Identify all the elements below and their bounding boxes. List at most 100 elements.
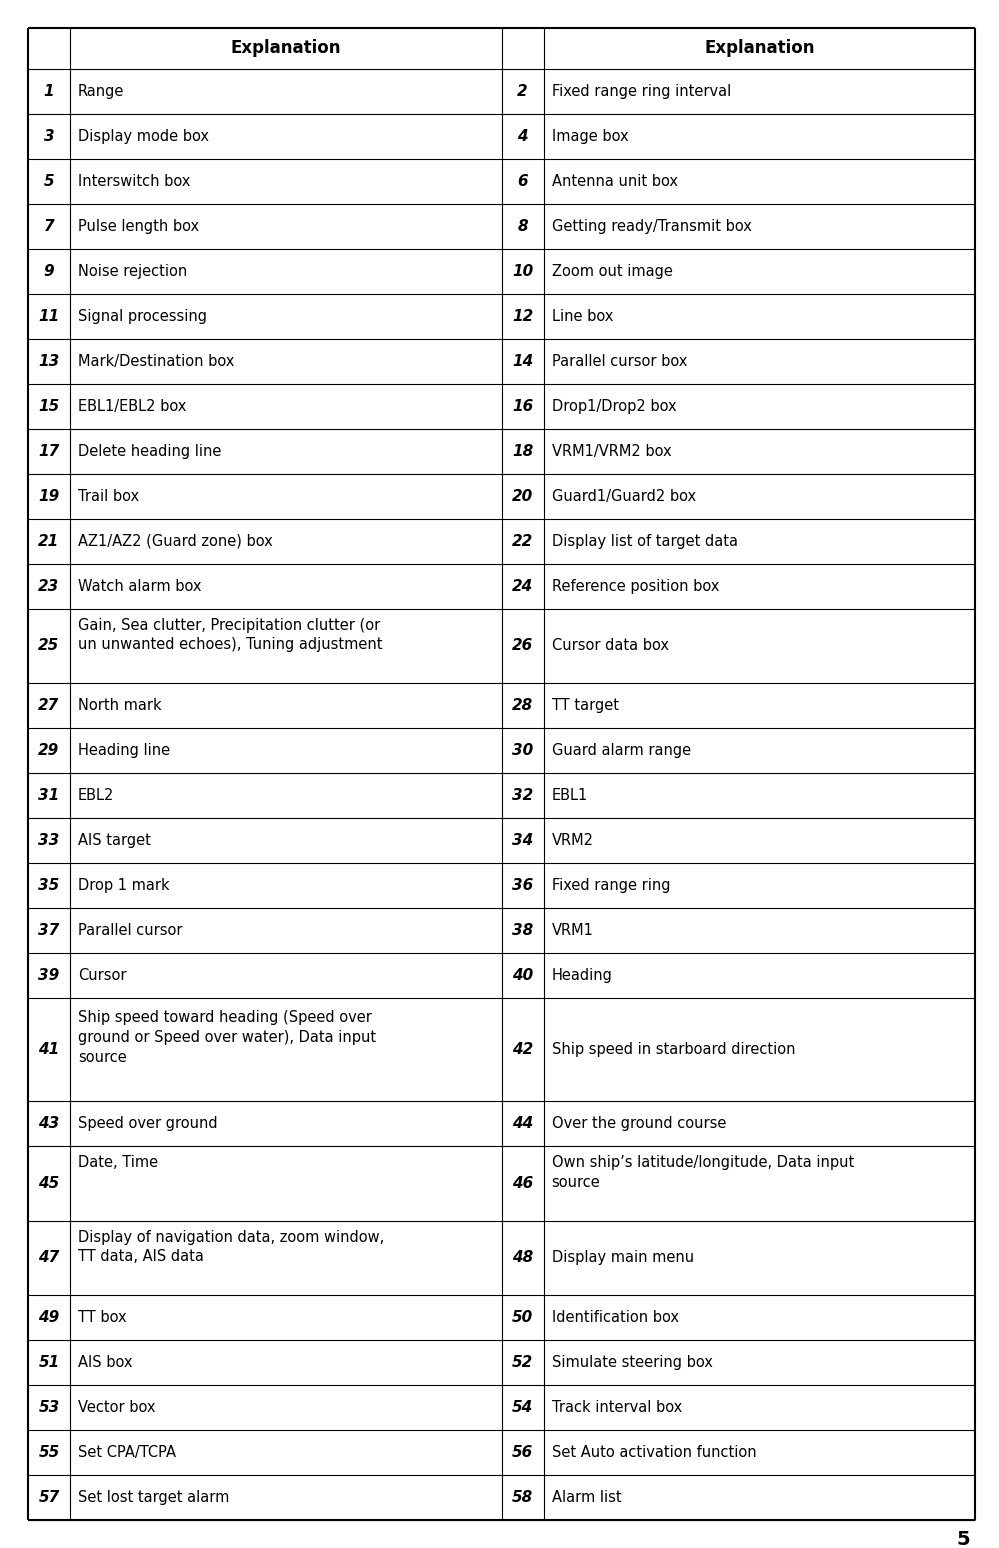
Text: 49: 49 (38, 1310, 60, 1325)
Text: 25: 25 (38, 638, 60, 653)
Text: 29: 29 (38, 743, 60, 759)
Text: Signal processing: Signal processing (78, 308, 207, 324)
Text: 6: 6 (517, 173, 527, 189)
Text: Track interval box: Track interval box (551, 1399, 681, 1415)
Text: Fixed range ring interval: Fixed range ring interval (551, 84, 730, 99)
Text: Heading: Heading (551, 968, 612, 983)
Text: Parallel cursor: Parallel cursor (78, 923, 183, 938)
Text: Own ship’s latitude/longitude, Data input
source: Own ship’s latitude/longitude, Data inpu… (551, 1155, 854, 1190)
Text: 43: 43 (38, 1116, 60, 1132)
Text: Mark/Destination box: Mark/Destination box (78, 353, 235, 368)
Text: 5: 5 (44, 173, 54, 189)
Text: 10: 10 (511, 263, 533, 279)
Text: 12: 12 (511, 308, 533, 324)
Text: EBL1: EBL1 (551, 788, 587, 803)
Text: Display main menu: Display main menu (551, 1251, 693, 1265)
Text: 19: 19 (38, 489, 60, 503)
Text: 57: 57 (38, 1491, 60, 1505)
Text: 38: 38 (511, 923, 533, 938)
Text: Explanation: Explanation (704, 39, 814, 57)
Text: Display list of target data: Display list of target data (551, 534, 737, 548)
Text: Getting ready/Transmit box: Getting ready/Transmit box (551, 218, 751, 234)
Text: Display of navigation data, zoom window,
TT data, AIS data: Display of navigation data, zoom window,… (78, 1229, 385, 1265)
Text: 16: 16 (511, 398, 533, 413)
Text: 20: 20 (511, 489, 533, 503)
Text: 11: 11 (38, 308, 60, 324)
Text: Alarm list: Alarm list (551, 1491, 621, 1505)
Text: Guard alarm range: Guard alarm range (551, 743, 690, 759)
Text: 39: 39 (38, 968, 60, 983)
Text: 56: 56 (511, 1444, 533, 1460)
Text: 21: 21 (38, 534, 60, 548)
Text: Fixed range ring: Fixed range ring (551, 878, 670, 893)
Text: Set lost target alarm: Set lost target alarm (78, 1491, 230, 1505)
Text: Watch alarm box: Watch alarm box (78, 579, 202, 593)
Text: 48: 48 (511, 1251, 533, 1265)
Text: Speed over ground: Speed over ground (78, 1116, 218, 1132)
Text: Zoom out image: Zoom out image (551, 263, 672, 279)
Text: Cursor data box: Cursor data box (551, 638, 668, 653)
Text: 9: 9 (44, 263, 54, 279)
Text: 37: 37 (38, 923, 60, 938)
Text: Reference position box: Reference position box (551, 579, 719, 593)
Text: AZ1/AZ2 (Guard zone) box: AZ1/AZ2 (Guard zone) box (78, 534, 273, 548)
Text: Display mode box: Display mode box (78, 128, 209, 144)
Text: Identification box: Identification box (551, 1310, 678, 1325)
Text: Vector box: Vector box (78, 1399, 156, 1415)
Text: Line box: Line box (551, 308, 612, 324)
Text: 3: 3 (44, 128, 54, 144)
Text: Guard1/Guard2 box: Guard1/Guard2 box (551, 489, 695, 503)
Text: 36: 36 (511, 878, 533, 893)
Text: 18: 18 (511, 444, 533, 458)
Text: 34: 34 (511, 833, 533, 848)
Text: 28: 28 (511, 698, 533, 714)
Text: 40: 40 (511, 968, 533, 983)
Text: TT target: TT target (551, 698, 618, 714)
Text: VRM1/VRM2 box: VRM1/VRM2 box (551, 444, 671, 458)
Text: 15: 15 (38, 398, 60, 413)
Text: 13: 13 (38, 353, 60, 368)
Text: Drop1/Drop2 box: Drop1/Drop2 box (551, 398, 676, 413)
Text: Date, Time: Date, Time (78, 1155, 158, 1170)
Text: Over the ground course: Over the ground course (551, 1116, 726, 1132)
Text: 51: 51 (38, 1354, 60, 1370)
Text: 44: 44 (511, 1116, 533, 1132)
Text: 2: 2 (517, 84, 527, 99)
Text: Antenna unit box: Antenna unit box (551, 173, 677, 189)
Text: 22: 22 (511, 534, 533, 548)
Text: AIS target: AIS target (78, 833, 151, 848)
Text: Explanation: Explanation (231, 39, 341, 57)
Text: 8: 8 (517, 218, 527, 234)
Text: 24: 24 (511, 579, 533, 593)
Text: 54: 54 (511, 1399, 533, 1415)
Text: Simulate steering box: Simulate steering box (551, 1354, 712, 1370)
Text: VRM1: VRM1 (551, 923, 593, 938)
Text: TT box: TT box (78, 1310, 127, 1325)
Text: Range: Range (78, 84, 124, 99)
Text: Heading line: Heading line (78, 743, 170, 759)
Text: 4: 4 (517, 128, 527, 144)
Text: Gain, Sea clutter, Precipitation clutter (or
un unwanted echoes), Tuning adjustm: Gain, Sea clutter, Precipitation clutter… (78, 618, 383, 652)
Text: EBL2: EBL2 (78, 788, 114, 803)
Text: 52: 52 (511, 1354, 533, 1370)
Text: 41: 41 (38, 1042, 60, 1057)
Text: 31: 31 (38, 788, 60, 803)
Text: Set CPA/TCPA: Set CPA/TCPA (78, 1444, 176, 1460)
Text: AIS box: AIS box (78, 1354, 133, 1370)
Text: 55: 55 (38, 1444, 60, 1460)
Text: 50: 50 (511, 1310, 533, 1325)
Text: Pulse length box: Pulse length box (78, 218, 199, 234)
Text: 33: 33 (38, 833, 60, 848)
Text: 32: 32 (511, 788, 533, 803)
Text: 42: 42 (511, 1042, 533, 1057)
Text: Delete heading line: Delete heading line (78, 444, 222, 458)
Text: Set Auto activation function: Set Auto activation function (551, 1444, 756, 1460)
Text: Parallel cursor box: Parallel cursor box (551, 353, 687, 368)
Text: 46: 46 (511, 1176, 533, 1190)
Text: 7: 7 (44, 218, 54, 234)
Text: 14: 14 (511, 353, 533, 368)
Text: 30: 30 (511, 743, 533, 759)
Text: 27: 27 (38, 698, 60, 714)
Text: 58: 58 (511, 1491, 533, 1505)
Text: 23: 23 (38, 579, 60, 593)
